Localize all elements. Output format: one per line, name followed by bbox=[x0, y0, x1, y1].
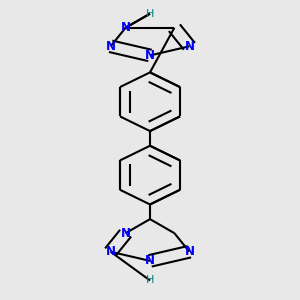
Text: N: N bbox=[106, 40, 116, 53]
Text: N: N bbox=[121, 227, 130, 240]
Text: N: N bbox=[145, 254, 155, 267]
Text: H: H bbox=[146, 9, 154, 19]
Text: N: N bbox=[184, 40, 194, 53]
Text: N: N bbox=[145, 49, 155, 62]
Text: N: N bbox=[121, 21, 130, 34]
Text: N: N bbox=[106, 245, 116, 258]
Text: H: H bbox=[146, 275, 154, 285]
Text: N: N bbox=[184, 245, 194, 258]
